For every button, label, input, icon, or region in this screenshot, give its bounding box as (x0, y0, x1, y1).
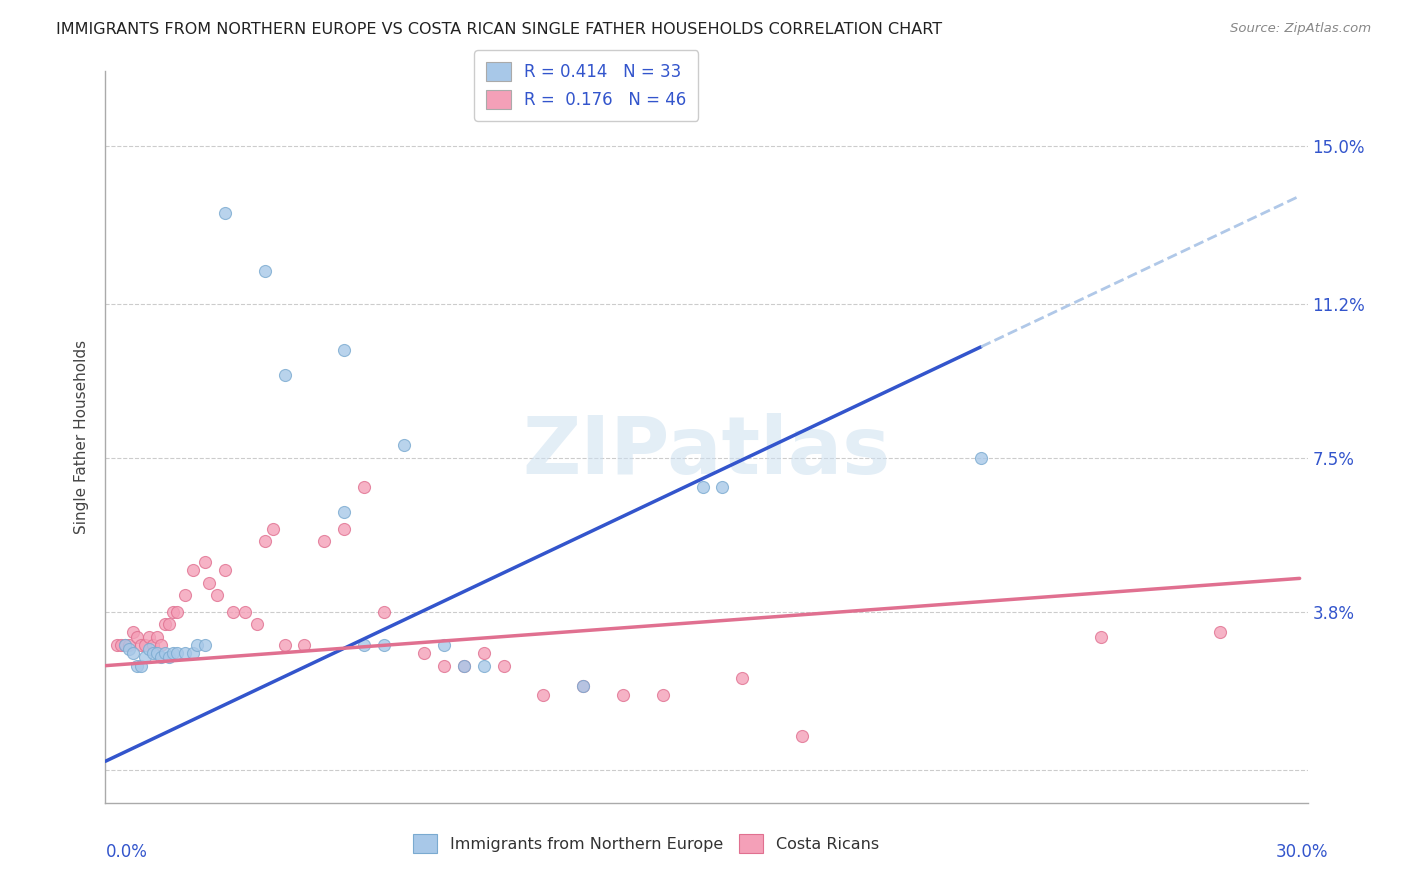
Point (651, 688, 673, 702)
Point (433, 638, 456, 652)
Point (246, 617, 269, 632)
Point (453, 658, 475, 673)
Point (134, 638, 156, 652)
Point (353, 638, 375, 652)
Point (472, 646, 495, 660)
Point (453, 658, 475, 673)
Point (114, 638, 136, 652)
Point (138, 630, 160, 644)
Point (572, 680, 595, 694)
Point (412, 646, 434, 660)
Text: ZIPatlas: ZIPatlas (523, 413, 890, 491)
Point (153, 617, 176, 632)
Point (433, 658, 456, 673)
Text: IMMIGRANTS FROM NORTHERN EUROPE VS COSTA RICAN SINGLE FATHER HOUSEHOLDS CORRELAT: IMMIGRANTS FROM NORTHERN EUROPE VS COSTA… (56, 22, 942, 37)
Point (146, 646, 169, 660)
Point (531, 688, 554, 702)
Point (129, 658, 152, 673)
Point (194, 555, 217, 569)
Point (214, 563, 236, 577)
Point (110, 638, 132, 652)
Text: 30.0%: 30.0% (1277, 843, 1329, 861)
Point (731, 671, 754, 685)
Text: Source: ZipAtlas.com: Source: ZipAtlas.com (1230, 22, 1371, 36)
Point (253, 533, 276, 548)
Point (174, 646, 197, 660)
Point (105, 638, 128, 652)
Text: 0.0%: 0.0% (105, 843, 148, 861)
Point (198, 575, 221, 590)
Point (970, 450, 993, 465)
Point (181, 646, 204, 660)
Point (142, 638, 165, 652)
Point (314, 533, 336, 548)
Point (162, 646, 184, 660)
Point (1209, 625, 1232, 640)
Point (392, 438, 415, 452)
Point (186, 638, 208, 652)
Point (134, 650, 156, 665)
Y-axis label: Single Father Households: Single Father Households (75, 340, 90, 534)
Point (711, 480, 734, 494)
Point (612, 688, 634, 702)
Point (166, 646, 188, 660)
Point (194, 638, 217, 652)
Point (118, 642, 141, 657)
Point (142, 646, 165, 660)
Point (353, 480, 375, 494)
Point (122, 625, 145, 640)
Point (174, 588, 197, 602)
Point (373, 638, 395, 652)
Point (138, 642, 160, 657)
Legend: Immigrants from Northern Europe, Costa Ricans: Immigrants from Northern Europe, Costa R… (405, 826, 887, 861)
Point (150, 638, 173, 652)
Point (333, 343, 356, 357)
Point (492, 658, 515, 673)
Point (127, 658, 149, 673)
Point (166, 605, 188, 619)
Point (153, 646, 176, 660)
Point (214, 205, 236, 219)
Point (129, 638, 152, 652)
Point (262, 521, 284, 535)
Point (157, 617, 180, 632)
Point (692, 480, 714, 494)
Point (294, 638, 316, 652)
Point (222, 605, 245, 619)
Point (118, 638, 141, 652)
Point (572, 680, 595, 694)
Point (114, 638, 136, 652)
Point (333, 505, 356, 519)
Point (146, 630, 169, 644)
Point (790, 729, 813, 743)
Point (273, 638, 295, 652)
Point (273, 368, 295, 382)
Point (181, 563, 204, 577)
Point (122, 646, 145, 660)
Point (162, 605, 184, 619)
Point (127, 630, 149, 644)
Point (472, 658, 495, 673)
Point (1090, 630, 1112, 644)
Point (373, 605, 395, 619)
Point (253, 264, 276, 278)
Point (233, 605, 256, 619)
Point (205, 588, 228, 602)
Point (333, 521, 356, 535)
Point (150, 650, 173, 665)
Point (157, 650, 180, 665)
